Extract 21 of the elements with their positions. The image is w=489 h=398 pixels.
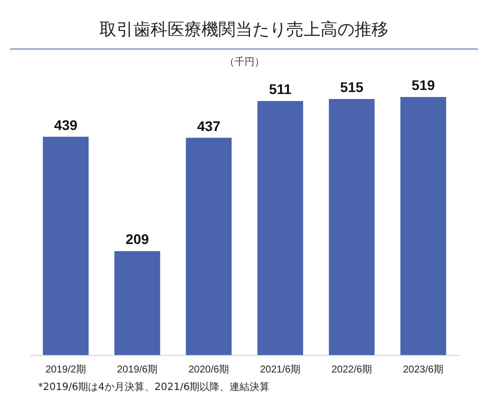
text: *2019/6期は4か月決算、2021/6期以降、連結決算 — [38, 380, 270, 394]
bar — [186, 138, 232, 355]
x-tick-label: 2021/6期 — [260, 364, 301, 376]
x-tick-label: 2019/2期 — [45, 364, 86, 376]
bar — [257, 100, 304, 355]
data-label: 519 — [412, 77, 436, 93]
x-tick-label: 2019/6期 — [116, 364, 158, 376]
data-label: 209 — [126, 231, 150, 248]
bar — [42, 136, 89, 355]
chart-title: 取引歯科医療機関当たり売上高の推移 — [10, 18, 478, 50]
data-label: 439 — [54, 116, 78, 133]
data-label: 515 — [340, 78, 364, 95]
x-tick-label: 2022/6期 — [331, 364, 372, 376]
x-tick-label: 2020/6期 — [188, 364, 230, 376]
bar — [114, 251, 160, 355]
bar — [328, 98, 375, 355]
data-label: 511 — [268, 80, 292, 97]
data-label: 437 — [197, 118, 221, 134]
chart-subtitle: （千円） — [224, 56, 266, 69]
x-tick-label: 2023/6期 — [402, 364, 444, 376]
bar — [400, 97, 446, 355]
